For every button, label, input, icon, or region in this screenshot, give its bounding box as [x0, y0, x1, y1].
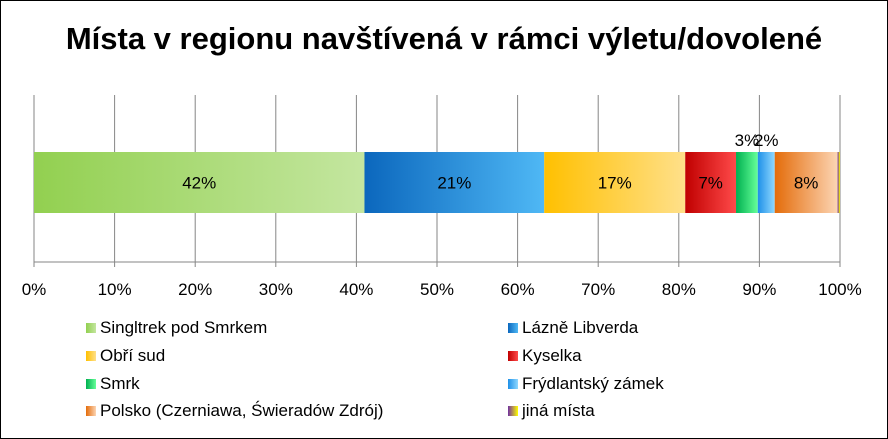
legend-swatch: [508, 323, 518, 333]
data-label: 2%: [754, 131, 779, 150]
legend-swatch: [508, 351, 518, 361]
x-tick-label: 60%: [501, 280, 535, 299]
x-tick-label: 0%: [22, 280, 47, 299]
data-label: 3%: [735, 131, 760, 150]
bar-segment: [774, 152, 838, 213]
chart-title: Místa v regionu navštívená v rámci výlet…: [65, 21, 823, 56]
legend-swatch: [508, 406, 518, 416]
bar-segment: [757, 152, 775, 213]
data-label: 21%: [437, 174, 471, 193]
x-tick-label: 50%: [420, 280, 454, 299]
x-tick-label: 100%: [818, 280, 861, 299]
bar-segment: [544, 152, 686, 213]
legend-label: jiná místa: [522, 401, 595, 420]
x-tick-label: 10%: [98, 280, 132, 299]
legend-swatch: [86, 406, 96, 416]
bar-segment: [837, 152, 840, 213]
legend-label: Singltrek pod Smrkem: [100, 318, 268, 337]
legend-label: Kyselka: [522, 346, 582, 365]
data-label: 7%: [698, 174, 723, 193]
legend-label: Polsko (Czerniawa, Świeradów Zdrój): [100, 401, 384, 420]
x-tick-label: 80%: [662, 280, 696, 299]
data-label: 42%: [182, 174, 216, 193]
legend-swatch: [86, 379, 96, 389]
bar-segment: [736, 152, 758, 213]
data-label: 17%: [598, 174, 632, 193]
x-tick-label: 70%: [581, 280, 615, 299]
bar-segment: [364, 152, 545, 213]
legend-label: Lázně Libverda: [522, 318, 639, 337]
legend-label: Frýdlantský zámek: [522, 374, 664, 393]
legend-swatch: [508, 379, 518, 389]
legend-swatch: [86, 351, 96, 361]
x-tick-label: 90%: [742, 280, 776, 299]
bar-segment: [34, 152, 365, 213]
bar-segment: [685, 152, 737, 213]
x-tick-label: 20%: [178, 280, 212, 299]
x-tick-label: 30%: [259, 280, 293, 299]
legend-swatch: [86, 323, 96, 333]
data-label: 8%: [794, 174, 819, 193]
legend-label: Obří sud: [100, 346, 166, 365]
legend-label: Smrk: [100, 374, 140, 393]
x-tick-label: 40%: [339, 280, 373, 299]
